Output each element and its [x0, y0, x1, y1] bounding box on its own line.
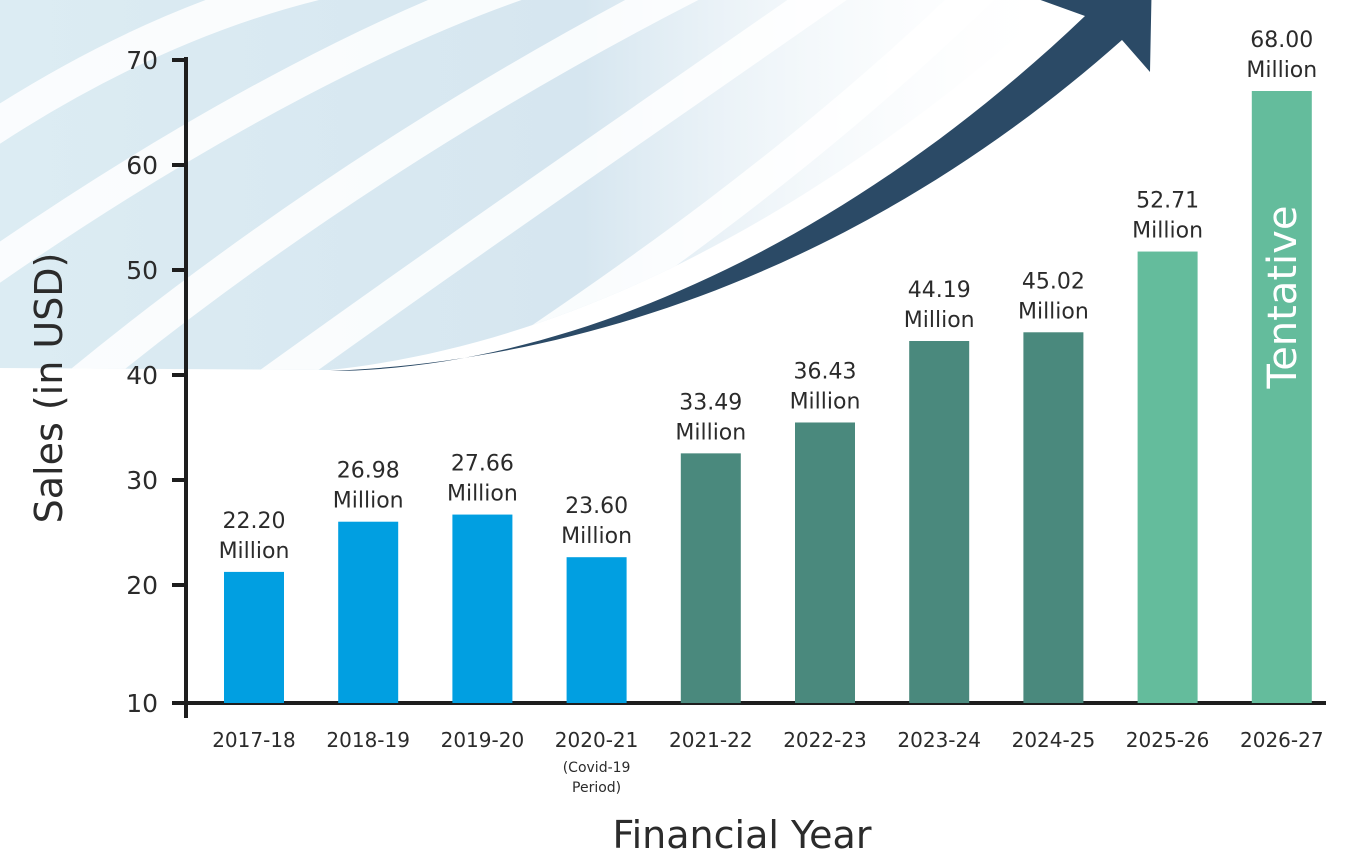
bars [224, 91, 1312, 704]
bar [452, 514, 513, 703]
x-tick-label: 2023-24 [897, 728, 981, 752]
x-tick-label: 2022-23 [783, 728, 867, 752]
bar [566, 557, 627, 703]
bar [680, 453, 741, 703]
x-tick-label: 2018-19 [326, 728, 410, 752]
x-axis-label: Financial Year [613, 813, 872, 857]
x-axis-ticks: 2017-18 2018-19 2019-20 2020-21 (Covid-19 Per… [212, 728, 1323, 796]
background-swoosh [0, 0, 1060, 370]
x-tick-note: (Covid-19 Period) [563, 760, 631, 796]
y-tick-label: 70 [126, 46, 158, 75]
value-label: 27.66 Million [447, 452, 518, 507]
x-tick-label: 2019-20 [441, 728, 525, 752]
value-label: 44.19 Million [904, 278, 975, 333]
bar [1251, 91, 1312, 703]
value-labels: 22.20 Million 26.98 Million 27.66 Million 23.6… [219, 28, 1318, 564]
x-tick-label: 2020-21 [555, 728, 639, 752]
value-label: 33.49 Million [675, 390, 746, 445]
y-tick-label: 30 [126, 466, 158, 495]
y-tick-label: 60 [126, 151, 158, 180]
y-axis-label: Sales (in USD) [27, 253, 71, 524]
y-tick-label: 20 [126, 571, 158, 600]
x-tick-label: 2026-27 [1240, 728, 1324, 752]
y-tick-label: 10 [126, 689, 158, 718]
bar [1023, 332, 1084, 703]
value-label: 26.98 Million [333, 459, 404, 514]
y-tick-label: 50 [126, 256, 158, 285]
bar [795, 422, 855, 703]
y-tick-label: 40 [126, 361, 158, 390]
value-label: 36.43 Million [790, 359, 861, 414]
bar [909, 341, 970, 703]
tentative-annotation: Tentative [1260, 206, 1306, 390]
bar [338, 521, 399, 703]
value-label: 23.60 Million [561, 494, 632, 549]
bar [224, 571, 284, 703]
value-label: 45.02 Million [1018, 269, 1089, 324]
x-tick-label: 2025-26 [1126, 728, 1210, 752]
bar [1137, 251, 1198, 704]
growth-arrow [330, 0, 1152, 371]
value-label: 52.71 Million [1132, 189, 1203, 244]
value-label: 22.20 Million [219, 509, 290, 564]
value-label: 68.00 Million [1246, 28, 1317, 83]
x-tick-label: 2017-18 [212, 728, 296, 752]
y-axis-ticks: 10 20 30 40 50 60 70 [126, 46, 188, 718]
x-tick-label: 2021-22 [669, 728, 753, 752]
x-tick-label: 2024-25 [1012, 728, 1096, 752]
